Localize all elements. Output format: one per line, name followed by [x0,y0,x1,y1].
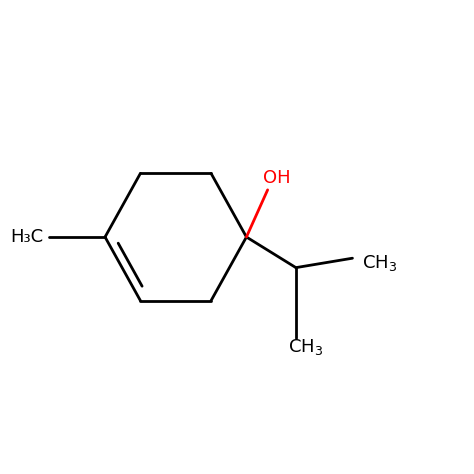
Text: H₃C: H₃C [11,228,44,246]
Text: CH$_3$: CH$_3$ [362,253,397,273]
Text: CH$_3$: CH$_3$ [288,337,323,357]
Text: OH: OH [263,169,291,187]
